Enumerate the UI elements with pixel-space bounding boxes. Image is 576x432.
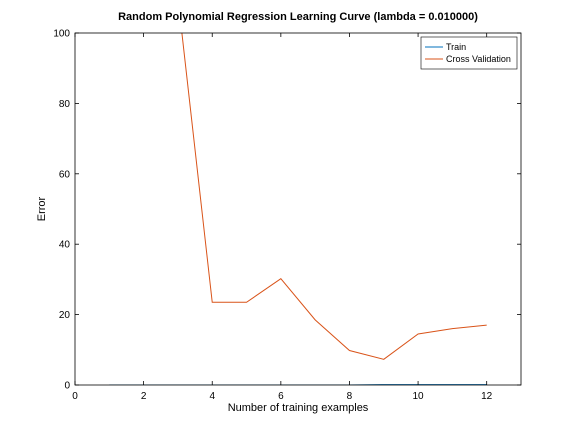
x-axis-label: Number of training examples bbox=[228, 402, 369, 414]
y-tick-label: 80 bbox=[59, 99, 71, 110]
y-tick-label: 100 bbox=[53, 29, 70, 40]
x-tick-label: 8 bbox=[347, 391, 353, 402]
x-tick-label: 12 bbox=[481, 391, 493, 402]
legend-label: Train bbox=[446, 42, 466, 52]
x-tick-label: 4 bbox=[209, 391, 215, 402]
x-tick-label: 6 bbox=[278, 391, 284, 402]
y-tick-label: 60 bbox=[59, 169, 71, 180]
y-tick-label: 40 bbox=[59, 240, 71, 251]
chart-title: Random Polynomial Regression Learning Cu… bbox=[118, 11, 478, 23]
y-tick-label: 20 bbox=[59, 310, 71, 321]
axes-box bbox=[74, 32, 522, 386]
legend-box bbox=[420, 36, 518, 70]
x-tick-label: 0 bbox=[72, 391, 78, 402]
y-tick-label: 0 bbox=[64, 381, 70, 392]
x-tick-label: 10 bbox=[413, 391, 425, 402]
series-line bbox=[181, 33, 487, 360]
legend-label: Cross Validation bbox=[446, 54, 511, 64]
x-tick-label: 2 bbox=[141, 391, 147, 402]
y-axis-label: Error bbox=[36, 196, 48, 221]
